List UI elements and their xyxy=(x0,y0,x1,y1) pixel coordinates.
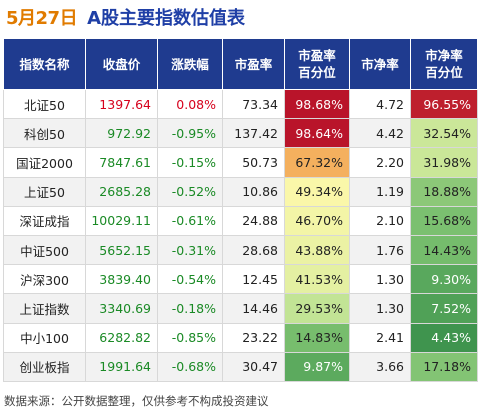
index-name-cell: 科创50 xyxy=(3,118,86,149)
close-cell: 10029.11 xyxy=(85,205,158,236)
pb-cell: 2.20 xyxy=(349,147,411,178)
pb-percentile-cell: 14.43% xyxy=(410,234,478,266)
pe-cell: 10.86 xyxy=(222,176,285,207)
pe-cell: 28.68 xyxy=(222,234,285,266)
table-row: 沪深300 3839.40 -0.54% 12.45 41.53% 1.30 9.30% xyxy=(3,264,478,295)
pe-percentile-cell: 9.87% xyxy=(284,351,350,382)
close-cell: 1397.64 xyxy=(85,88,158,120)
title-bar: 5月27日 A股主要指数估值表 xyxy=(0,0,480,34)
pe-cell: 24.88 xyxy=(222,205,285,236)
index-name-cell: 深证成指 xyxy=(3,205,86,236)
pb-percentile-cell: 9.30% xyxy=(410,264,478,295)
pe-percentile-cell: 43.88% xyxy=(284,234,350,266)
col-header-pe-percentile: 市盈率 百分位 xyxy=(284,38,350,90)
pb-cell: 1.30 xyxy=(349,264,411,295)
pe-percentile-cell: 98.64% xyxy=(284,118,350,149)
pb-percentile-cell: 18.88% xyxy=(410,176,478,207)
col-header-pe: 市盈率 xyxy=(222,38,285,90)
pe-cell: 30.47 xyxy=(222,351,285,382)
change-cell: 0.08% xyxy=(157,88,223,120)
change-cell: -0.54% xyxy=(157,264,223,295)
table-body: 北证50 1397.64 0.08% 73.34 98.68% 4.72 96.55% 科创5… xyxy=(3,88,478,382)
pe-cell: 50.73 xyxy=(222,147,285,178)
pe-percentile-cell: 46.70% xyxy=(284,205,350,236)
table-row: 上证指数 3340.69 -0.18% 14.46 29.53% 1.30 7.52% xyxy=(3,293,478,324)
pb-cell: 2.10 xyxy=(349,205,411,236)
close-cell: 5652.15 xyxy=(85,234,158,266)
close-cell: 3839.40 xyxy=(85,264,158,295)
pe-percentile-cell: 49.34% xyxy=(284,176,350,207)
close-cell: 7847.61 xyxy=(85,147,158,178)
table-row: 上证50 2685.28 -0.52% 10.86 49.34% 1.19 18.88% xyxy=(3,176,478,207)
pe-cell: 23.22 xyxy=(222,322,285,353)
table-row: 中证500 5652.15 -0.31% 28.68 43.88% 1.76 14.43% xyxy=(3,234,478,266)
change-cell: -0.52% xyxy=(157,176,223,207)
header-row: 指数名称 收盘价 涨跌幅 市盈率 市盈率 百分位 市净率 市净率 百分位 xyxy=(3,38,478,90)
index-name-cell: 国证2000 xyxy=(3,147,86,178)
col-header-pb-percentile: 市净率 百分位 xyxy=(410,38,478,90)
table-row: 创业板指 1991.64 -0.68% 30.47 9.87% 3.66 17.18% xyxy=(3,351,478,382)
pe-percentile-cell: 67.32% xyxy=(284,147,350,178)
table-row: 深证成指 10029.11 -0.61% 24.88 46.70% 2.10 15.68% xyxy=(3,205,478,236)
pb-percentile-cell: 31.98% xyxy=(410,147,478,178)
source-note: 数据来源：公开数据整理，仅供参考不构成投资建议 xyxy=(4,394,269,408)
pb-cell: 4.42 xyxy=(349,118,411,149)
pe-cell: 137.42 xyxy=(222,118,285,149)
table-row: 北证50 1397.64 0.08% 73.34 98.68% 4.72 96.55% xyxy=(3,88,478,120)
index-name-cell: 中小100 xyxy=(3,322,86,353)
pb-percentile-cell: 32.54% xyxy=(410,118,478,149)
pe-cell: 73.34 xyxy=(222,88,285,120)
index-name-cell: 沪深300 xyxy=(3,264,86,295)
change-cell: -0.31% xyxy=(157,234,223,266)
change-cell: -0.61% xyxy=(157,205,223,236)
close-cell: 1991.64 xyxy=(85,351,158,382)
pe-percentile-cell: 41.53% xyxy=(284,264,350,295)
col-header-pb: 市净率 xyxy=(349,38,411,90)
pb-percentile-cell: 4.43% xyxy=(410,322,478,353)
pe-cell: 12.45 xyxy=(222,264,285,295)
col-header-name: 指数名称 xyxy=(3,38,86,90)
close-cell: 6282.82 xyxy=(85,322,158,353)
table-row: 科创50 972.92 -0.95% 137.42 98.64% 4.42 32.54% xyxy=(3,118,478,149)
pb-cell: 1.30 xyxy=(349,293,411,324)
pe-percentile-cell: 14.83% xyxy=(284,322,350,353)
pb-cell: 1.19 xyxy=(349,176,411,207)
close-cell: 972.92 xyxy=(85,118,158,149)
pb-cell: 3.66 xyxy=(349,351,411,382)
pb-percentile-cell: 7.52% xyxy=(410,293,478,324)
pb-cell: 4.72 xyxy=(349,88,411,120)
change-cell: -0.18% xyxy=(157,293,223,324)
pb-percentile-cell: 17.18% xyxy=(410,351,478,382)
page-title: A股主要指数估值表 xyxy=(87,8,246,29)
valuation-table: 指数名称 收盘价 涨跌幅 市盈率 市盈率 百分位 市净率 市净率 百分位 北证5… xyxy=(3,38,478,382)
index-name-cell: 上证50 xyxy=(3,176,86,207)
table-row: 中小100 6282.82 -0.85% 23.22 14.83% 2.41 4.43% xyxy=(3,322,478,353)
close-cell: 2685.28 xyxy=(85,176,158,207)
change-cell: -0.15% xyxy=(157,147,223,178)
col-header-change: 涨跌幅 xyxy=(157,38,223,90)
index-name-cell: 上证指数 xyxy=(3,293,86,324)
col-header-close: 收盘价 xyxy=(85,38,158,90)
change-cell: -0.95% xyxy=(157,118,223,149)
pe-cell: 14.46 xyxy=(222,293,285,324)
table-row: 国证2000 7847.61 -0.15% 50.73 67.32% 2.20 31.98% xyxy=(3,147,478,178)
pe-percentile-cell: 29.53% xyxy=(284,293,350,324)
change-cell: -0.68% xyxy=(157,351,223,382)
title-date: 5月27日 xyxy=(6,8,78,29)
close-cell: 3340.69 xyxy=(85,293,158,324)
change-cell: -0.85% xyxy=(157,322,223,353)
pb-cell: 2.41 xyxy=(349,322,411,353)
pb-percentile-cell: 15.68% xyxy=(410,205,478,236)
index-name-cell: 中证500 xyxy=(3,234,86,266)
index-name-cell: 北证50 xyxy=(3,88,86,120)
pb-percentile-cell: 96.55% xyxy=(410,88,478,120)
pb-cell: 1.76 xyxy=(349,234,411,266)
pe-percentile-cell: 98.68% xyxy=(284,88,350,120)
index-name-cell: 创业板指 xyxy=(3,351,86,382)
